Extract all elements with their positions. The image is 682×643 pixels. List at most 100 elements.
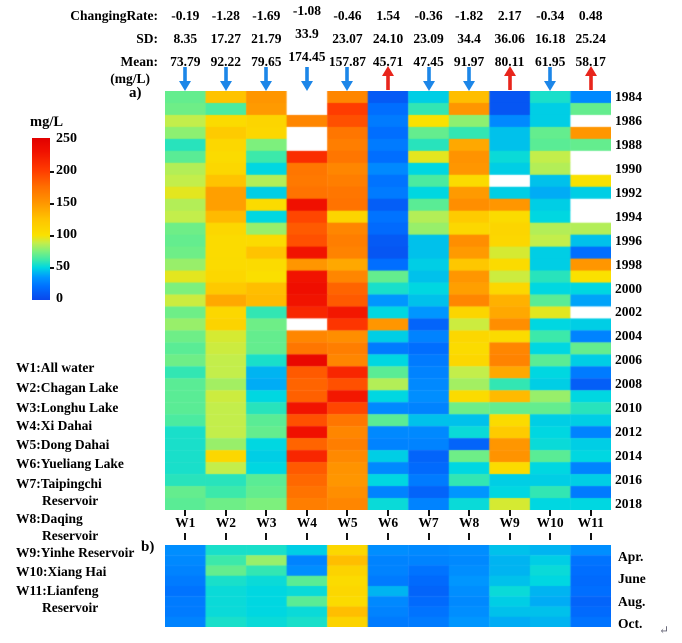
colorbar	[32, 138, 50, 300]
axis-tick	[549, 510, 552, 516]
stat-value: 36.06	[494, 31, 525, 46]
year-tick-label: 2002	[615, 304, 642, 320]
stat-value: 33.9	[295, 26, 319, 41]
axis-tick	[224, 533, 227, 540]
stat-value: 0.48	[578, 8, 603, 23]
colorbar-tick-label: 0	[56, 291, 63, 306]
stat-value: -1.82	[455, 8, 484, 23]
year-tick-label: 2016	[615, 472, 642, 488]
stat-value: 157.87	[328, 54, 367, 69]
station-label: W9	[499, 515, 520, 530]
station-label: W2	[215, 515, 236, 530]
axis-tick	[387, 533, 389, 540]
stat-value: 1.54	[376, 8, 400, 23]
station-label: W7	[418, 515, 439, 530]
colorbar-tick	[50, 235, 54, 237]
axis-tick	[468, 533, 471, 540]
legend-item: Reservoir	[42, 600, 99, 615]
legend-item: Reservoir	[42, 493, 99, 508]
stat-value: -0.19	[171, 8, 200, 23]
legend-item: W2:Chagan Lake	[16, 380, 119, 395]
legend-item: W3:Longhu Lake	[16, 400, 119, 415]
stat-value: -1.28	[211, 8, 240, 23]
month-label: Aug.	[618, 593, 646, 609]
axis-tick	[508, 510, 511, 516]
year-tick-label: 2014	[615, 448, 642, 464]
axis-tick	[468, 510, 471, 516]
colorbar-tick-label: 150	[56, 195, 77, 210]
year-tick-label: 1986	[615, 112, 642, 128]
colorbar-tick-label: 200	[56, 163, 77, 178]
month-label: Apr.	[618, 549, 644, 564]
stat-value: 79.65	[251, 54, 282, 69]
axis-tick	[224, 510, 227, 516]
stat-value: 80.11	[494, 54, 525, 69]
month-label: June	[618, 571, 646, 587]
stat-value: 2.17	[497, 8, 522, 23]
year-tick-label: 1988	[615, 136, 642, 152]
mean-label: Mean:	[120, 54, 159, 69]
stat-value: 34.4	[457, 31, 481, 46]
month-label: Oct.	[618, 616, 643, 632]
axis-tick	[265, 533, 268, 540]
axis-tick	[589, 533, 592, 540]
trend-arrow-down-icon	[422, 66, 436, 91]
stat-value: 17.27	[210, 31, 241, 46]
stat-value: 25.24	[575, 31, 606, 46]
colorbar-tick	[50, 267, 54, 269]
changing-rate-label: ChangingRate:	[70, 8, 158, 23]
axis-tick	[387, 510, 389, 516]
year-tick-label: 1984	[615, 88, 642, 104]
colorbar-tick-label: 250	[56, 131, 77, 146]
colorbar-title: mg/L	[30, 114, 64, 130]
axis-tick	[265, 510, 268, 516]
stat-value: 91.97	[453, 54, 485, 69]
unit-label: (mg/L)	[110, 71, 150, 86]
stat-value: 47.45	[413, 54, 444, 69]
axis-tick	[305, 510, 308, 516]
legend-item: W10:Xiang Hai	[16, 564, 107, 579]
axis-tick	[549, 533, 552, 540]
year-tick-label: 2010	[615, 400, 642, 416]
stat-value: 16.18	[534, 31, 566, 46]
axis-tick	[305, 533, 308, 540]
stat-value: -0.34	[536, 8, 565, 23]
station-label: W5	[337, 515, 358, 530]
legend-item: W8:Daqing	[16, 511, 83, 526]
stat-value: 21.79	[251, 31, 282, 46]
colorbar-tick-label: 100	[56, 227, 77, 242]
axis-tick	[346, 533, 349, 540]
colorbar-tick	[50, 203, 54, 205]
year-tick-label: 2004	[615, 328, 642, 344]
year-tick-label: 2000	[615, 280, 642, 296]
legend-item: W5:Dong Dahai	[16, 437, 110, 452]
year-tick-label: 2018	[615, 496, 642, 511]
station-label: W3	[256, 515, 277, 530]
trend-arrow-up-icon	[584, 66, 598, 91]
panel-b-label: b)	[141, 539, 155, 555]
stat-value: 45.71	[372, 54, 404, 69]
legend-item: W1:All water	[16, 360, 95, 375]
stat-value: 73.79	[170, 54, 201, 69]
stat-value: 24.10	[372, 31, 404, 46]
year-tick-label: 2012	[615, 424, 642, 440]
paragraph-return-mark: ↵	[659, 623, 670, 637]
stat-value: -1.69	[252, 8, 281, 23]
axis-tick	[589, 510, 592, 516]
axis-tick	[184, 533, 187, 540]
sd-label: SD:	[136, 31, 158, 46]
year-tick-label: 1992	[615, 184, 642, 200]
colorbar-tick-label: 50	[56, 259, 70, 274]
trend-arrow-down-icon	[259, 66, 273, 91]
trend-arrow-down-icon	[462, 66, 476, 91]
stat-value: 58.17	[575, 54, 606, 69]
stat-value: 23.07	[332, 31, 363, 46]
legend-item: W6:Yueliang Lake	[16, 456, 124, 471]
year-tick-label: 1996	[615, 232, 642, 248]
station-label: W11	[577, 515, 604, 530]
station-label: W10	[536, 515, 564, 530]
legend-item: Reservoir	[42, 528, 99, 543]
panel-b-heatmap	[165, 545, 611, 627]
year-tick-label: 2008	[615, 376, 642, 392]
